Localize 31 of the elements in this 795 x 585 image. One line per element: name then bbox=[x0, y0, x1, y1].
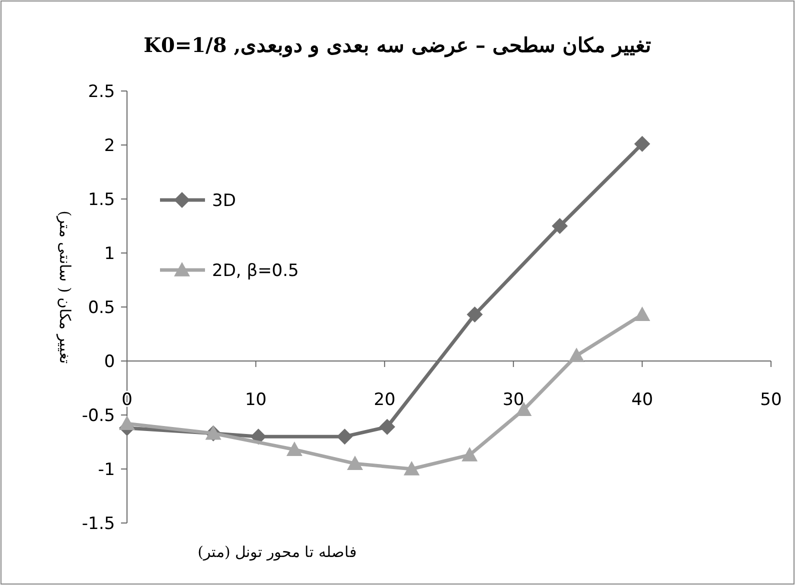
y-tick-label: 2.5 bbox=[88, 82, 115, 102]
y-tick-label: 0 bbox=[104, 352, 115, 372]
x-tick-label: 10 bbox=[244, 390, 267, 410]
point bbox=[462, 446, 478, 462]
x-tick-label: 30 bbox=[502, 390, 524, 410]
y-axis-title: تغییر مکان ( سانتی متر) bbox=[56, 210, 74, 364]
legend-label: 3D bbox=[212, 191, 236, 211]
point bbox=[634, 136, 650, 152]
point bbox=[346, 456, 363, 470]
point bbox=[466, 306, 483, 323]
point bbox=[336, 428, 353, 445]
point bbox=[552, 218, 568, 234]
y-tick-label: 1 bbox=[104, 244, 115, 264]
point bbox=[379, 418, 396, 435]
y-tick-label: 2 bbox=[104, 136, 115, 156]
y-tick-label: -1.5 bbox=[82, 514, 115, 534]
x-tick-label: 20 bbox=[374, 390, 396, 410]
point bbox=[404, 461, 420, 476]
point bbox=[119, 416, 135, 430]
x-tick-label: 50 bbox=[760, 390, 782, 410]
y-tick-label: -1 bbox=[98, 460, 115, 480]
point bbox=[634, 306, 650, 321]
legend-label: 2D, β=0.5 bbox=[212, 261, 299, 281]
point bbox=[568, 348, 585, 362]
x-tick-label: 40 bbox=[631, 390, 654, 410]
chart-title: تغییر مکان سطحی – عرضی سه بعدی و دوبعدی, K0=1/8 bbox=[144, 33, 652, 58]
y-tick-label: 1.5 bbox=[88, 190, 115, 210]
x-axis-title: فاصله تا محور تونل (متر) bbox=[198, 543, 356, 561]
point bbox=[286, 442, 302, 456]
y-tick-label: -0.5 bbox=[82, 406, 115, 426]
y-tick-label: 0.5 bbox=[88, 298, 115, 318]
